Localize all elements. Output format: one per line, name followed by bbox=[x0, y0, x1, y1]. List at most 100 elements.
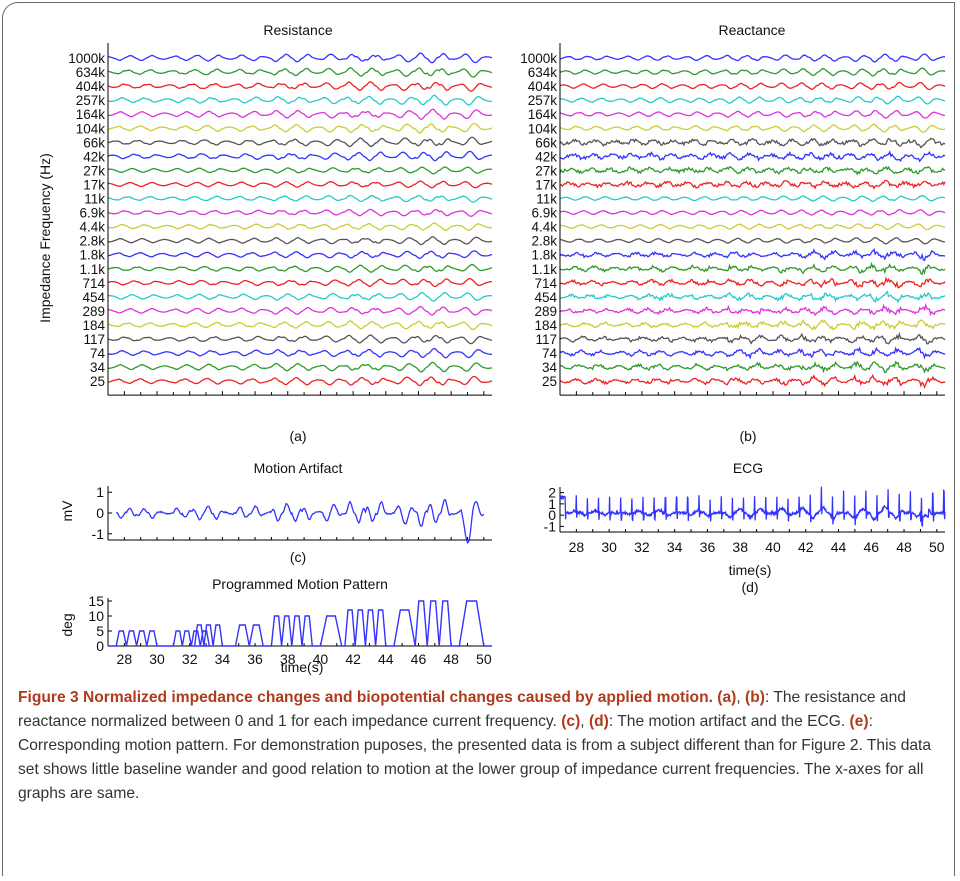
panel-c-title: Motion Artifact bbox=[254, 460, 343, 476]
series-line-6.9k bbox=[107, 208, 493, 217]
freq-tick-label: 164k bbox=[528, 107, 558, 122]
figure-canvas: Resistance Impedance Frequency (Hz) 1000… bbox=[37, 22, 946, 675]
freq-tick-label: 117 bbox=[83, 332, 105, 347]
freq-tick-label: 1000k bbox=[520, 51, 557, 66]
y-tick-label: -1 bbox=[92, 526, 105, 542]
series-line-104k bbox=[107, 122, 493, 134]
series-line-454 bbox=[107, 291, 493, 302]
freq-tick-label: 714 bbox=[82, 276, 105, 291]
series-line-164k bbox=[108, 108, 493, 121]
freq-tick-label: 1.8k bbox=[79, 248, 105, 263]
freq-tick-label: 104k bbox=[528, 121, 558, 136]
freq-tick-label: 289 bbox=[534, 304, 557, 319]
x-tick-label: 40 bbox=[313, 651, 329, 667]
y-tick-label: 5 bbox=[96, 623, 104, 639]
x-tick-label: 44 bbox=[831, 539, 847, 555]
panel-a-resistance: Resistance Impedance Frequency (Hz) 1000… bbox=[37, 22, 493, 444]
y-tick-label: 10 bbox=[88, 608, 104, 624]
series-line-184 bbox=[107, 320, 493, 331]
y-tick-label: 1 bbox=[548, 496, 556, 512]
panel-c-motion-artifact: Motion Artifact mV 1 0 -1 (c) bbox=[59, 460, 492, 565]
freq-tick-label: 2.8k bbox=[79, 234, 105, 249]
y-tick-label: 2 bbox=[548, 485, 556, 501]
x-tick-label: 30 bbox=[601, 539, 617, 555]
panel-d-xlabel: time(s) bbox=[729, 562, 772, 578]
freq-tick-label: 74 bbox=[90, 346, 106, 361]
series-line-66k bbox=[559, 137, 946, 149]
freq-tick-label: 289 bbox=[82, 304, 105, 319]
freq-tick-label: 404k bbox=[76, 79, 106, 94]
y-tick-label: 0 bbox=[96, 505, 104, 521]
x-tick-label: 38 bbox=[280, 651, 296, 667]
y-tick-label: 0 bbox=[548, 507, 556, 523]
series-line-404k bbox=[107, 81, 493, 92]
freq-tick-label: 11k bbox=[84, 192, 105, 207]
series-line-1.1k bbox=[107, 264, 493, 273]
freq-tick-label: 184 bbox=[82, 318, 105, 333]
panel-a-label: (a) bbox=[289, 428, 306, 444]
series-line-104k bbox=[559, 123, 946, 133]
series-line-1.1k bbox=[559, 261, 946, 276]
series-line-289 bbox=[559, 303, 946, 317]
freq-tick-label: 2.8k bbox=[531, 234, 557, 249]
panel-e-xlabel: time(s) bbox=[281, 659, 324, 675]
panel-d-title: ECG bbox=[733, 460, 763, 476]
x-tick-label: 36 bbox=[247, 651, 263, 667]
series-line-1.8k bbox=[559, 247, 946, 262]
series-line-25 bbox=[559, 373, 946, 389]
series-line-34 bbox=[559, 360, 946, 374]
x-tick-label: 44 bbox=[378, 651, 394, 667]
series-line-634k bbox=[559, 67, 946, 77]
x-tick-label: 42 bbox=[798, 539, 814, 555]
x-tick-label: 42 bbox=[345, 651, 361, 667]
x-tick-label: 28 bbox=[117, 651, 133, 667]
caption-ref-e: (e) bbox=[849, 713, 869, 730]
series-line-42k bbox=[559, 150, 946, 163]
series-line-2.8k bbox=[107, 236, 493, 246]
freq-tick-label: 25 bbox=[90, 374, 105, 389]
freq-tick-label: 42k bbox=[535, 149, 557, 164]
freq-tick-label: 42k bbox=[83, 149, 105, 164]
series-line-4.4k bbox=[107, 222, 493, 231]
x-tick-label: 40 bbox=[765, 539, 781, 555]
freq-tick-label: 404k bbox=[528, 79, 558, 94]
motion-artifact-line bbox=[116, 498, 485, 545]
x-tick-label: 32 bbox=[182, 651, 198, 667]
series-line-2.8k bbox=[559, 237, 946, 245]
x-tick-label: 28 bbox=[569, 539, 585, 555]
panel-c-label: (c) bbox=[290, 549, 306, 565]
panel-e-title: Programmed Motion Pattern bbox=[212, 576, 388, 592]
panel-d-ecg: ECG 210-1 28 30 32 34 36 38 40 42 44 46 48 50 time(s… bbox=[544, 460, 946, 595]
freq-tick-label: 1000k bbox=[68, 51, 105, 66]
series-line-34 bbox=[108, 361, 493, 373]
series-line-74 bbox=[107, 347, 493, 359]
series-line-454 bbox=[559, 290, 946, 304]
series-line-66k bbox=[107, 136, 493, 148]
y-tick-label: 1 bbox=[96, 484, 104, 500]
freq-tick-label: 27k bbox=[535, 163, 557, 178]
caption-sep: , bbox=[580, 713, 589, 730]
freq-tick-label: 1.1k bbox=[531, 262, 557, 277]
freq-tick-label: 6.9k bbox=[531, 206, 557, 221]
series-line-117 bbox=[559, 331, 946, 345]
freq-tick-label: 66k bbox=[535, 135, 557, 150]
freq-tick-label: 74 bbox=[542, 346, 558, 361]
x-tick-label: 48 bbox=[443, 651, 459, 667]
freq-tick-label: 454 bbox=[82, 290, 105, 305]
freq-tick-label: 634k bbox=[76, 65, 106, 80]
series-line-289 bbox=[107, 305, 493, 316]
series-line-27k bbox=[559, 165, 946, 176]
x-tick-label: 34 bbox=[215, 651, 231, 667]
caption-title: Figure 3 Normalized impedance changes an… bbox=[18, 689, 713, 706]
caption-ref-a: (a) bbox=[717, 689, 737, 706]
panel-c-ylabel: mV bbox=[59, 500, 75, 522]
freq-tick-label: 714 bbox=[534, 276, 557, 291]
freq-tick-label: 27k bbox=[83, 163, 105, 178]
series-line-1000k bbox=[559, 53, 945, 63]
panel-a-title: Resistance bbox=[263, 22, 332, 38]
series-line-404k bbox=[559, 81, 946, 91]
freq-tick-label: 257k bbox=[76, 93, 106, 108]
caption-text-ab: : The resistance and reactance normalize… bbox=[18, 689, 906, 730]
